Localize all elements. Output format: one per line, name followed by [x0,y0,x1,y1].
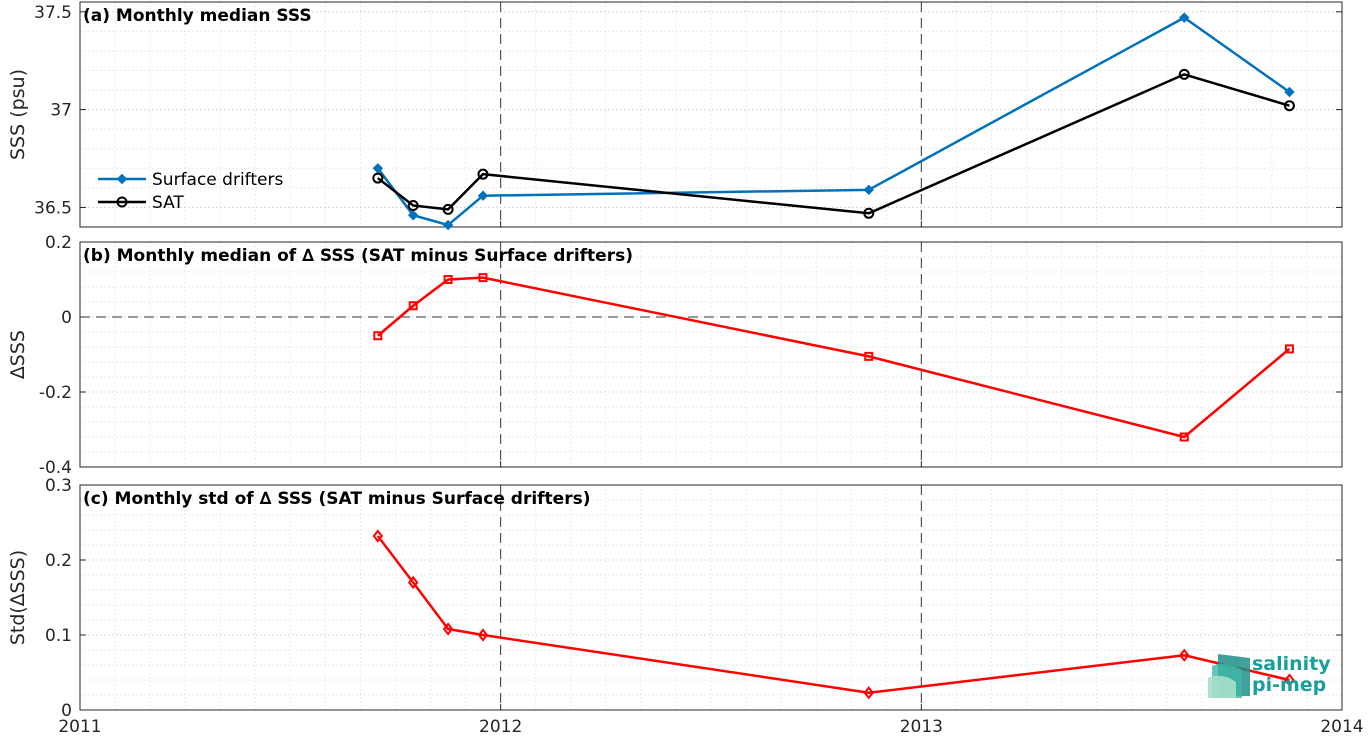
panel-a-axes-box [79,1,1343,228]
panel-b-y-tick-label: -0.2 [39,383,72,403]
panel-c-data-point [372,529,384,543]
panel-c-x-tick-label: 2011 [58,717,101,737]
panel-c-data-point [477,628,489,642]
panel-c-x-tick-label: 2014 [1320,717,1363,737]
panel-c-y-tick-label: 0.3 [45,476,72,496]
panel-a-data-point [863,184,874,196]
panel-a-data-point [1283,100,1295,112]
panel-b-data-point [443,275,453,284]
panel-a-legend-label: SAT [152,193,184,213]
panel-c-data-point [1178,648,1190,662]
panel-b-data-point [864,351,874,361]
panel-c-axes-box [79,484,1343,711]
panel-c-x-tick-label: 2012 [479,717,522,737]
salinity-pi-mep-logo: salinity pi-mep [1208,650,1338,700]
panel-b-data-point [478,273,488,283]
panel-c-x-tick-label: 2013 [900,717,943,737]
panel-c-y-tick-label: 0 [61,701,72,721]
panel-a-legend-label: Surface drifters [152,170,283,190]
panel-c-y-tick-label: 0.1 [45,626,72,646]
panel-c-y-tick-label: 0.2 [45,551,72,571]
panel-a-series-line-1 [377,73,1290,215]
panel-c-title: (c) Monthly std of ∆ SSS (SAT minus Surf… [83,489,590,509]
panel-a-legend-marker [116,173,128,185]
panel-a-title: (a) Monthly median SSS [83,6,312,26]
panel-b-y-tick-label: -0.4 [39,458,72,478]
panel-b-series-line-0 [377,276,1291,439]
panel-c-data-point [407,575,419,590]
panel-a-data-point [1178,68,1190,80]
panel-a-data-point [1284,86,1295,98]
panel-b-y-tick-label: 0.2 [45,233,72,253]
panel-c-y-axis-label: Std(∆SSS) [7,550,29,645]
logo-line1: salinity [1252,653,1331,675]
panel-a-data-point [442,219,454,231]
panel-a-data-point [372,172,384,184]
panel-b-data-point [1284,344,1294,354]
panel-a-data-point [477,190,489,201]
panel-a-y-tick-label: 37 [50,101,72,121]
panel-b-y-tick-label: 0 [61,308,72,328]
panel-a-y-tick-label: 37.5 [34,3,72,23]
panel-a-data-point [1179,12,1190,23]
panel-a-data-point [407,210,419,221]
panel-a-data-point [407,199,419,211]
panel-a-data-point [442,203,454,215]
panel-c-data-point [442,622,454,636]
panel-b-y-axis-label: ∆SSS [7,330,29,380]
wave-icon [1208,654,1250,698]
panel-a-data-point [477,168,489,180]
panel-b-data-point [373,331,383,341]
logo-line2: pi-mep [1252,674,1326,696]
panel-a-legend-marker [116,196,128,208]
panel-b-data-point [1179,432,1189,442]
panel-b-axes-box [79,241,1343,468]
panel-b-data-point [408,301,418,311]
panel-c-data-point [863,686,875,700]
panel-a-y-axis-label: SSS (psu) [7,69,29,160]
panel-c-series-line-0 [376,535,1290,694]
panel-a-data-point [863,207,875,219]
panel-a-y-tick-label: 36.5 [34,198,72,218]
panel-c-data-point [1284,673,1295,687]
panel-b-title: (b) Monthly median of ∆ SSS (SAT minus S… [83,246,633,266]
